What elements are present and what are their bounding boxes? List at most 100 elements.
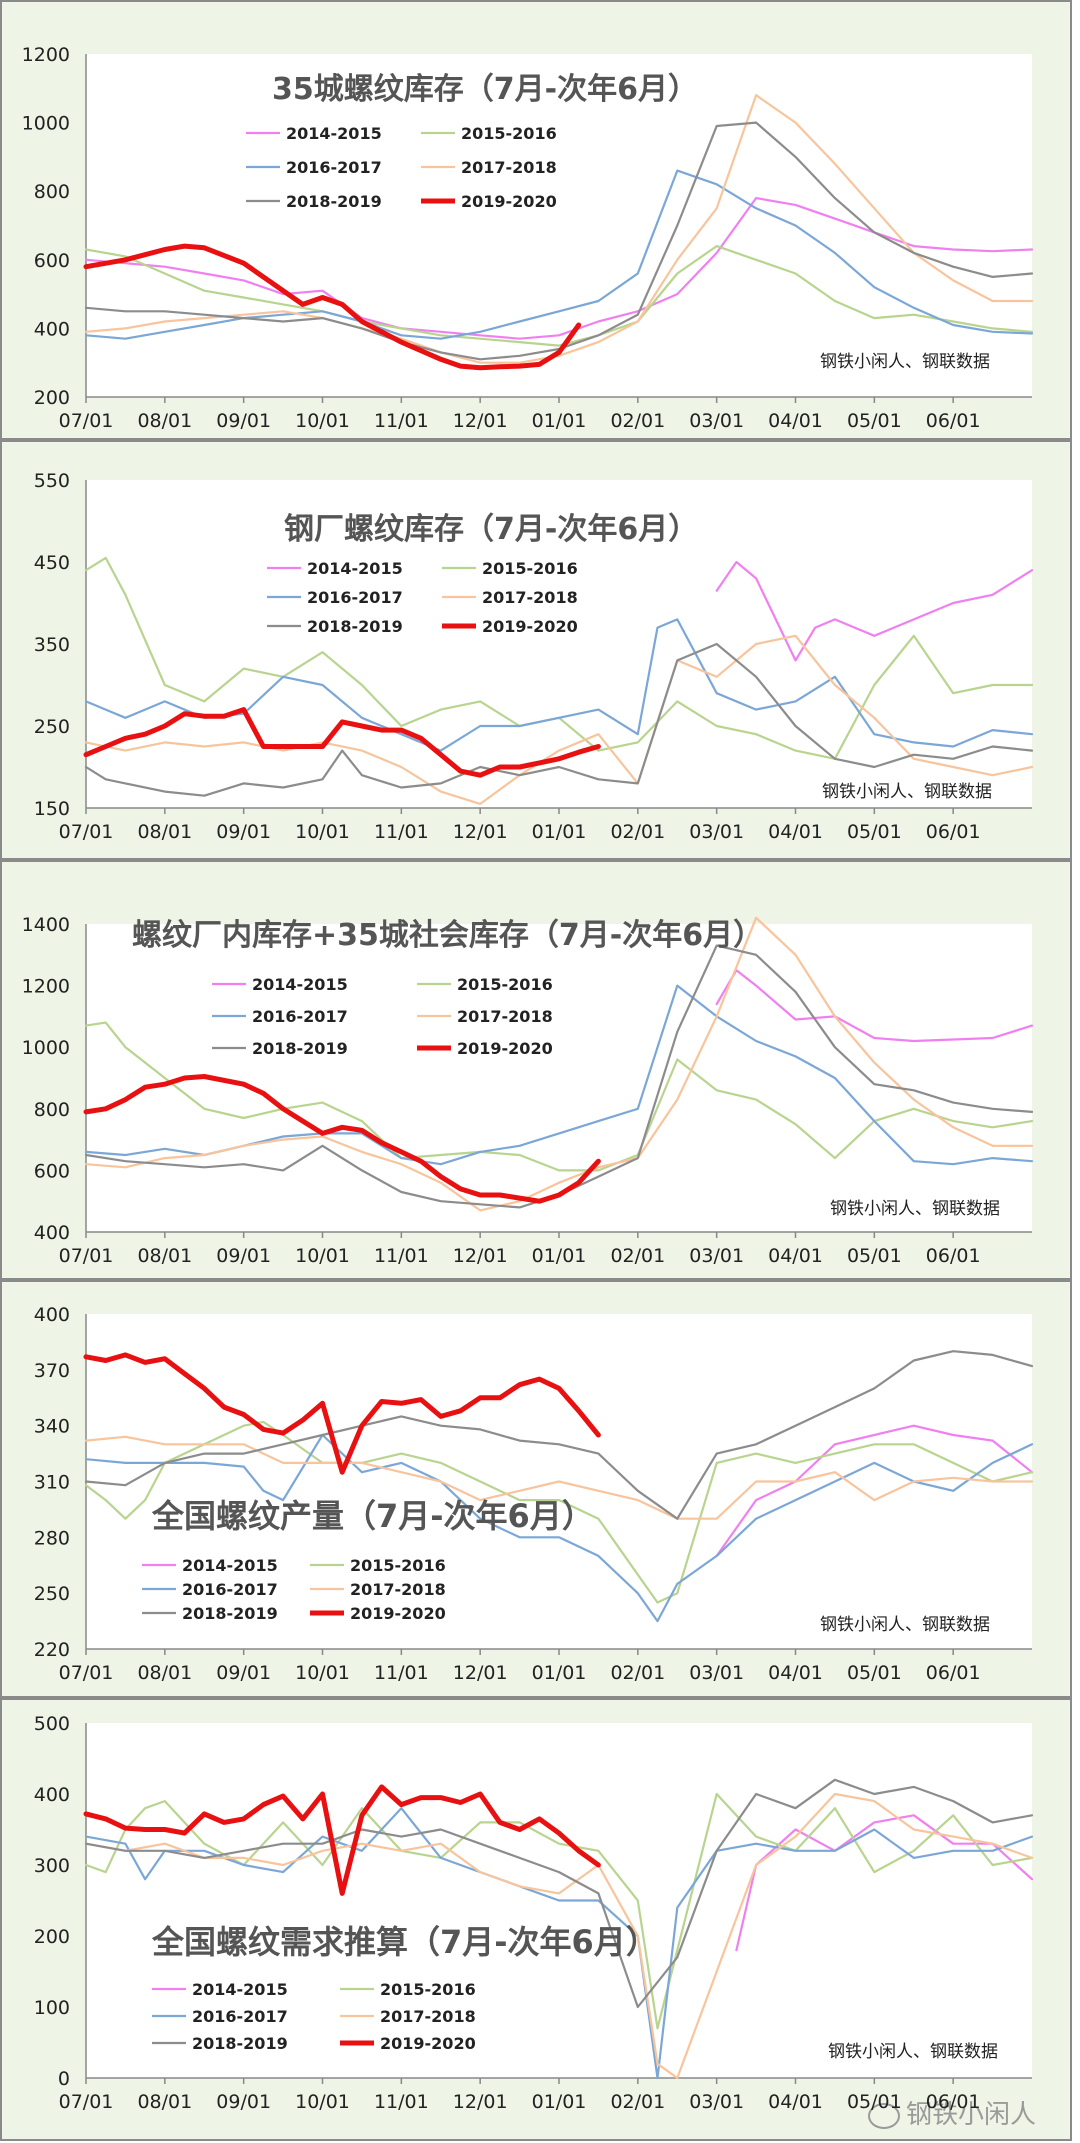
series-line-2018-2019 — [84, 1778, 1034, 2009]
legend-label: 2019-2020 — [461, 192, 557, 211]
y-tick-label: 550 — [34, 470, 70, 492]
chart-panel-demand: 钢铁小闲人 0 100 200 300 400 500 07/01 08/01 09/01 10/… — [0, 1698, 1072, 2141]
y-tick-label: 370 — [34, 1360, 70, 1382]
x-tick-label: 01/01 — [532, 1245, 587, 1267]
x-tick-label: 07/01 — [59, 2091, 114, 2113]
x-tick-label: 09/01 — [216, 1662, 271, 1684]
legend-label: 2017-2018 — [482, 588, 578, 607]
y-tick-label: 280 — [34, 1527, 70, 1549]
legend-label: 2017-2018 — [350, 1580, 446, 1599]
legend-label: 2015-2016 — [482, 559, 578, 578]
legend-label: 2016-2017 — [286, 158, 382, 177]
x-tick-label: 04/01 — [768, 821, 823, 843]
x-tick-label: 06/01 — [926, 1662, 981, 1684]
legend-label: 2019-2020 — [380, 2034, 476, 2053]
series-line-2017-2018 — [84, 1435, 1034, 1520]
plot-area — [86, 924, 1032, 1232]
x-tick-label: 02/01 — [610, 410, 665, 432]
series-line-2017-2018 — [84, 94, 1034, 364]
x-tick-label: 03/01 — [689, 410, 744, 432]
legend-label: 2019-2020 — [457, 1039, 553, 1058]
x-tick-label: 09/01 — [216, 1245, 271, 1267]
y-tick-label: 800 — [34, 1099, 70, 1121]
legend-label: 2015-2016 — [457, 975, 553, 994]
y-tick-label: 300 — [34, 1855, 70, 1877]
x-tick-label: 03/01 — [689, 2091, 744, 2113]
x-tick-label: 01/01 — [532, 821, 587, 843]
y-tick-label: 1400 — [22, 914, 70, 936]
y-tick-label: 1200 — [22, 44, 70, 66]
x-tick-label: 03/01 — [689, 1245, 744, 1267]
chart-panel-total-stock: 400 600 800 1000 1200 1400 07/01 08/01 09/01 10/0… — [0, 860, 1072, 1280]
x-tick-label: 02/01 — [610, 1245, 665, 1267]
x-tick-label: 07/01 — [59, 1245, 114, 1267]
x-tick-label: 12/01 — [453, 1245, 508, 1267]
x-tick-label: 07/01 — [59, 821, 114, 843]
y-tick-label: 250 — [34, 1583, 70, 1605]
legend-label: 2016-2017 — [192, 2007, 288, 2026]
legend-label: 2018-2019 — [192, 2034, 288, 2053]
x-tick-label: 06/01 — [926, 410, 981, 432]
plot-area — [86, 54, 1032, 397]
x-tick-label: 10/01 — [295, 1245, 350, 1267]
chart-title: 全国螺纹产量（7月-次年6月） — [151, 1497, 594, 1535]
x-tick-label: 07/01 — [59, 1662, 114, 1684]
y-tick-label: 100 — [34, 1997, 70, 2019]
x-tick-label: 09/01 — [216, 410, 271, 432]
x-tick-label: 06/01 — [926, 2091, 981, 2113]
x-tick-label: 08/01 — [137, 1245, 192, 1267]
x-tick-label: 10/01 — [295, 1662, 350, 1684]
watermark-text: 钢铁小闲人 — [905, 2100, 1036, 2130]
y-tick-label: 350 — [34, 634, 70, 656]
x-tick-label: 01/01 — [532, 1662, 587, 1684]
legend-label: 2018-2019 — [307, 617, 403, 636]
x-tick-label: 03/01 — [689, 1662, 744, 1684]
plot-area — [86, 480, 1032, 808]
y-tick-label: 150 — [34, 798, 70, 820]
legend-label: 2016-2017 — [182, 1580, 278, 1599]
y-tick-label: 1000 — [22, 113, 70, 135]
legend-label: 2015-2016 — [350, 1556, 446, 1575]
y-tick-label: 400 — [34, 1304, 70, 1326]
x-tick-label: 08/01 — [137, 410, 192, 432]
x-tick-label: 02/01 — [610, 821, 665, 843]
series-line-2019-2020 — [83, 1784, 601, 1896]
x-tick-label: 11/01 — [374, 2091, 429, 2113]
y-tick-label: 600 — [34, 250, 70, 272]
x-tick-label: 04/01 — [768, 410, 823, 432]
y-tick-label: 600 — [34, 1160, 70, 1182]
source-note: 钢铁小闲人、钢联数据 — [830, 1199, 1000, 1219]
series-line-2015-2016 — [84, 1420, 1034, 1604]
chart-svg: 200 400 600 800 1000 1200 07/01 08/01 09/01 10/01… — [22, 44, 1034, 432]
y-tick-label: 310 — [34, 1472, 70, 1494]
x-tick-label: 10/01 — [295, 410, 350, 432]
x-tick-label: 09/01 — [216, 821, 271, 843]
chart-svg: 220 250 280 310 340 370 400 07/01 08/01 09/01 10/0… — [34, 1304, 1034, 1684]
legend-label: 2014-2015 — [307, 559, 403, 578]
y-tick-label: 500 — [34, 1713, 70, 1735]
x-tick-label: 10/01 — [295, 821, 350, 843]
x-tick-label: 08/01 — [137, 2091, 192, 2113]
x-tick-label: 08/01 — [137, 1662, 192, 1684]
y-tick-label: 400 — [34, 1784, 70, 1806]
series-line-2014-2015 — [715, 560, 1034, 662]
x-tick-label: 04/01 — [768, 1662, 823, 1684]
x-tick-label: 11/01 — [374, 410, 429, 432]
legend-label: 2014-2015 — [192, 1980, 288, 1999]
x-tick-label: 06/01 — [926, 821, 981, 843]
series-line-2019-2020 — [83, 1074, 601, 1204]
x-tick-label: 09/01 — [216, 2091, 271, 2113]
x-tick-label: 12/01 — [453, 1662, 508, 1684]
source-note: 钢铁小闲人、钢联数据 — [820, 352, 990, 372]
legend-label: 2014-2015 — [286, 124, 382, 143]
series-line-2015-2016 — [84, 245, 1034, 347]
x-tick-label: 05/01 — [847, 1662, 902, 1684]
series-line-2014-2015 — [735, 1814, 1034, 1952]
legend-label: 2017-2018 — [457, 1007, 553, 1026]
legend-label: 2017-2018 — [461, 158, 557, 177]
series-line-2014-2015 — [715, 969, 1034, 1043]
x-tick-label: 12/01 — [453, 2091, 508, 2113]
series-line-2014-2015 — [715, 1424, 1034, 1557]
legend-label: 2014-2015 — [182, 1556, 278, 1575]
y-tick-label: 200 — [34, 387, 70, 409]
